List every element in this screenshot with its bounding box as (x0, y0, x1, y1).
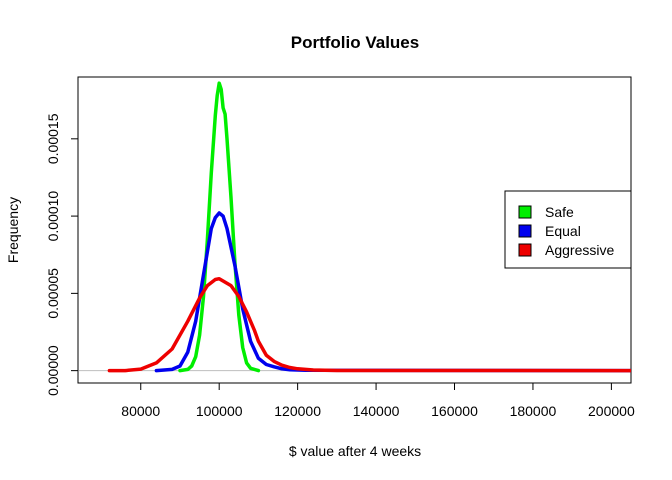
legend-swatch-aggressive (518, 243, 532, 257)
legend-label-safe: Safe (545, 204, 574, 220)
legend-swatch-equal (518, 224, 532, 238)
x-tick-label: 100000 (196, 403, 243, 419)
legend-label-aggressive: Aggressive (545, 242, 614, 258)
x-tick-label: 200000 (588, 403, 635, 419)
x-tick-label: 140000 (353, 403, 400, 419)
y-axis-label: Frequency (5, 197, 21, 263)
chart-title: Portfolio Values (291, 33, 419, 52)
x-tick-label: 160000 (431, 403, 478, 419)
y-tick-label: 0.00015 (45, 113, 61, 164)
x-axis: 80000 100000 120000 140000 160000 180000 20000… (121, 382, 635, 419)
x-tick-label: 80000 (121, 403, 160, 419)
y-tick-label: 0.00000 (45, 345, 61, 396)
y-axis: 0.00000 0.00005 0.00010 0.00015 (45, 113, 79, 396)
series-line-equal (154, 211, 631, 373)
legend: Safe Equal Aggressive (504, 190, 632, 269)
x-tick-label: 180000 (510, 403, 557, 419)
series-layer (107, 81, 631, 373)
x-tick-label: 120000 (274, 403, 321, 419)
series-line-safe (178, 81, 261, 373)
x-axis-label: $ value after 4 weeks (289, 443, 421, 459)
legend-swatch-safe (518, 205, 532, 219)
y-tick-label: 0.00005 (45, 268, 61, 319)
series-line-aggressive (107, 276, 631, 373)
legend-label-equal: Equal (545, 223, 581, 239)
y-tick-label: 0.00010 (45, 191, 61, 242)
